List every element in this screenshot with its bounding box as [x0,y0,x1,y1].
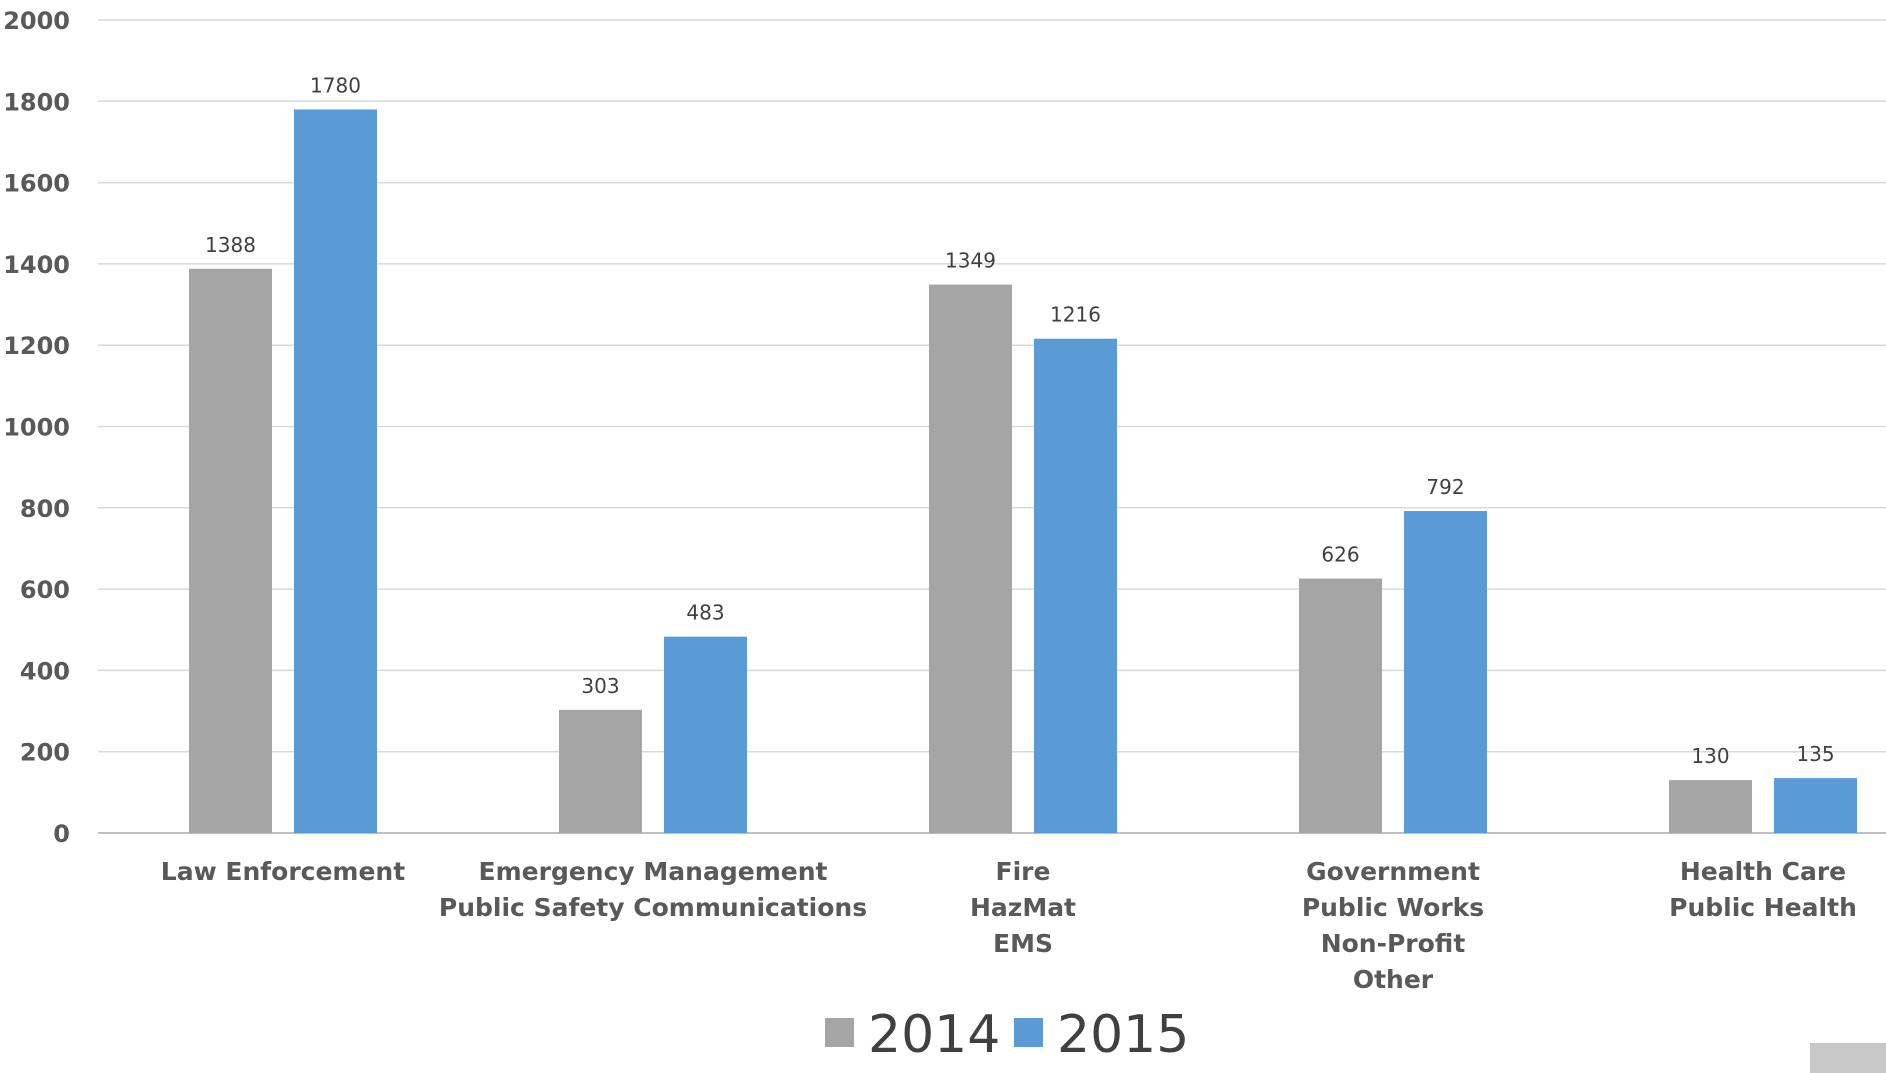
bar-2015 [1034,338,1117,833]
data-label: 483 [686,601,724,625]
page-number-chip [1810,1043,1886,1073]
bar-2015 [294,109,377,834]
bar-2015 [1774,778,1857,833]
x-category-label: Government [1306,857,1480,886]
data-label: 792 [1426,475,1464,499]
x-category-label: Public Safety Communications [439,893,867,922]
data-label: 626 [1321,543,1359,567]
y-tick-label: 1400 [3,251,70,279]
bars [189,109,1857,834]
bar-2014 [1669,780,1752,833]
x-category-label: Fire [996,857,1051,886]
bar-2014 [1299,578,1382,833]
x-category-label: EMS [993,929,1053,958]
bar-2014 [559,709,642,833]
x-axis-categories: Law Enforcement Emergency Management Publi… [161,857,1857,994]
x-category-label: Public Health [1669,893,1857,922]
x-category-label: Health Care [1680,857,1846,886]
data-label: 303 [581,674,619,698]
y-tick-label: 1200 [3,332,70,360]
y-axis-ticks: 0 200 400 600 800 1000 1200 1400 1600 1800 2000 [3,7,70,848]
bar-2015 [1404,511,1487,833]
legend-label: 2014 [868,1005,1000,1065]
x-category-label: Other [1353,965,1434,994]
x-category-label: Emergency Management [479,857,828,886]
y-tick-label: 200 [20,739,70,767]
y-tick-label: 0 [53,820,70,848]
bar-2015 [664,636,747,833]
y-tick-label: 1000 [3,414,70,442]
data-label: 135 [1796,742,1834,766]
data-label: 130 [1691,744,1729,768]
x-category-label: Non-Profit [1321,929,1466,958]
data-label: 1780 [310,73,361,97]
bar-2014 [189,268,272,833]
bar-2014 [929,284,1012,834]
y-tick-label: 800 [20,495,70,523]
legend-swatch [825,1018,854,1047]
y-tick-label: 1800 [3,88,70,116]
legend-label: 2015 [1057,1005,1189,1065]
data-labels: 1388 1780 303 483 1349 1216 626 792 130 135 [205,73,1835,768]
legend: 2014 2015 [825,1005,1189,1065]
y-tick-label: 1600 [3,170,70,198]
data-label: 1216 [1050,303,1101,327]
y-tick-label: 400 [20,657,70,685]
data-label: 1349 [945,249,996,273]
legend-swatch [1014,1018,1043,1047]
y-tick-label: 2000 [3,7,70,35]
y-tick-label: 600 [20,576,70,604]
x-category-label: Public Works [1302,893,1484,922]
data-label: 1388 [205,233,256,257]
x-category-label: HazMat [970,893,1076,922]
x-category-label: Law Enforcement [161,857,405,886]
